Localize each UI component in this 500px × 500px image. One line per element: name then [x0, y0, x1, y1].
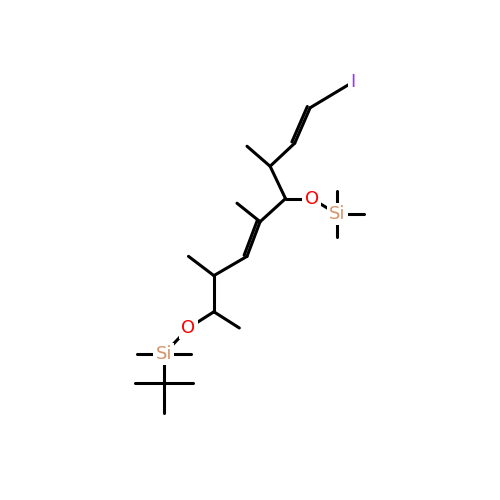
Text: I: I — [350, 72, 355, 90]
Text: O: O — [304, 190, 319, 208]
Text: Si: Si — [329, 205, 345, 223]
Text: O: O — [182, 319, 196, 337]
Text: Si: Si — [156, 345, 172, 363]
